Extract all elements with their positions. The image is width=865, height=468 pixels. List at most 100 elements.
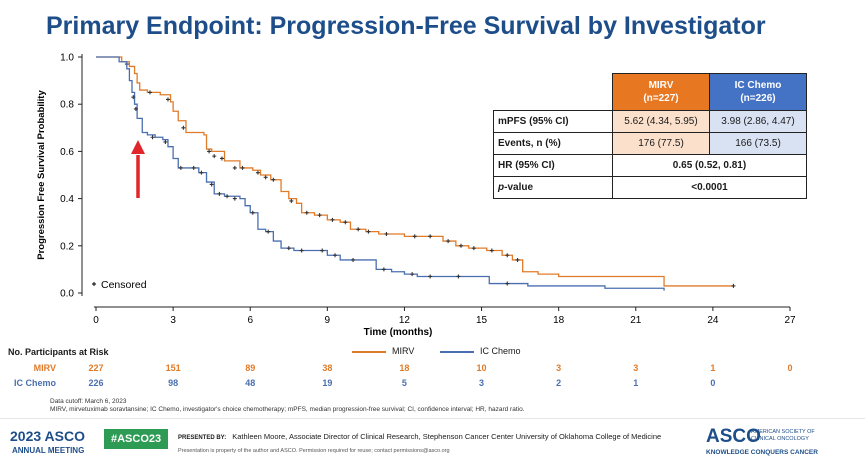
x-tick-label: 15: [476, 315, 488, 326]
cell-events-mirv: 176 (77.5): [612, 132, 710, 155]
censor-mark: [165, 97, 170, 102]
censor-mark: [299, 248, 304, 253]
censor-mark: [217, 191, 222, 196]
asco-logo: ASCO: [706, 426, 761, 447]
x-tick-label: 24: [707, 315, 719, 326]
asco-tagline: KNOWLEDGE CONQUERS CANCER: [706, 449, 818, 456]
x-tick-label: 0: [93, 315, 99, 326]
censor-mark: [412, 234, 417, 239]
risk-count: 18: [399, 363, 410, 373]
ic-chemo-curve: [96, 56, 665, 291]
risk-count: 1: [710, 363, 716, 373]
row-label-mpfs: mPFS (95% CI): [493, 110, 613, 133]
censor-mark: [286, 246, 291, 251]
risk-count: 19: [322, 378, 333, 388]
cell-events-ic: 166 (73.5): [709, 132, 807, 155]
x-axis-label: Time (months): [364, 327, 433, 338]
annual-meeting-label: ANNUAL MEETING: [12, 446, 85, 455]
legend-ic-swatch: [440, 350, 474, 353]
risk-count: 3: [479, 378, 485, 388]
slide-title: Primary Endpoint: Progression-Free Survi…: [46, 12, 766, 40]
censor-mark: [133, 106, 138, 111]
presenter-name: Kathleen Moore, Associate Director of Cl…: [232, 432, 662, 441]
risk-count: 227: [88, 363, 104, 373]
presented-by: PRESENTED BY: Kathleen Moore, Associate D…: [178, 432, 661, 441]
risk-count: 3: [633, 363, 639, 373]
censor-mark: [250, 210, 255, 215]
y-axis-label: Progression Free Survival Probability: [36, 90, 47, 260]
risk-label-ic-chemo: IC Chemo: [13, 378, 56, 388]
censor-mark: [381, 267, 386, 272]
censor-mark: [199, 170, 204, 175]
censor-mark: [489, 248, 494, 253]
x-tick-label: 12: [399, 315, 411, 326]
legend-ic-label: IC Chemo: [480, 346, 521, 356]
legend-mirv-swatch: [352, 350, 386, 353]
x-tick-label: 18: [553, 315, 565, 326]
risk-count: 0: [710, 378, 716, 388]
km-plot: 0.0 0.2 0.4 0.6 0.8 1.0 0 3 6 9 12 15 18 21 24 27 Time (…: [36, 53, 796, 339]
censor-mark: [446, 239, 451, 244]
x-tick-label: 3: [170, 315, 176, 326]
censor-mark: [266, 229, 271, 234]
censor-mark: [271, 177, 276, 182]
censor-mark: [428, 274, 433, 279]
red-arrow-head: [131, 140, 145, 154]
censor-mark: [356, 227, 361, 232]
censor-mark: [191, 165, 196, 170]
presented-by-label: PRESENTED BY:: [178, 435, 227, 441]
risk-count: 98: [168, 378, 179, 388]
x-tick-label: 27: [784, 315, 796, 326]
row-label-hr: HR (95% CI): [493, 154, 613, 177]
header-mirv: MIRV (n=227): [612, 73, 710, 111]
copyright-notice: Presentation is property of the author a…: [178, 448, 450, 454]
risk-count: 48: [245, 378, 256, 388]
cell-mpfs-mirv: 5.62 (4.34, 5.95): [612, 110, 710, 133]
header-ic-label: IC Chemo: [734, 80, 782, 91]
risk-count: 2: [556, 378, 562, 388]
censor-mark: [304, 210, 309, 215]
censor-mark: [219, 156, 224, 161]
censor-mark: [428, 234, 433, 239]
censor-mark: [351, 257, 356, 262]
risk-count: 10: [476, 363, 487, 373]
censor-mark: [147, 90, 152, 95]
pvalue-p: p: [498, 182, 505, 193]
censor-mark: [150, 135, 155, 140]
censor-mark: [320, 248, 325, 253]
pvalue-rest: -value: [504, 182, 534, 193]
legend-mirv-label: MIRV: [392, 346, 415, 356]
x-tick-label: 6: [247, 315, 253, 326]
row-label-events: Events, n (%): [493, 132, 613, 155]
legend-ic: IC Chemo: [440, 346, 521, 356]
x-tick-label: 21: [630, 315, 642, 326]
censor-mark: [263, 175, 268, 180]
censor-mark: [456, 274, 461, 279]
header-mirv-label: MIRV: [648, 80, 674, 91]
censor-mark: [255, 170, 260, 175]
censor-mark: [384, 232, 389, 236]
legend-mirv: MIRV: [352, 346, 414, 356]
censor-mark: [505, 253, 510, 258]
risk-count: 226: [88, 378, 104, 388]
mirv-curve: [96, 56, 734, 287]
footnote-abbrev: MIRV, mirvetuximab soravtansine; IC Chem…: [50, 406, 525, 413]
row-label-pvalue: p-value: [493, 176, 613, 199]
risk-count: 38: [322, 363, 333, 373]
censor-mark: [181, 125, 186, 130]
risk-count: 1: [633, 378, 639, 388]
censor-mark: [225, 194, 230, 199]
risk-label-mirv: MIRV: [33, 363, 56, 373]
censor-mark: [330, 217, 335, 222]
censor-mark: [207, 149, 212, 154]
censor-mark: [731, 283, 736, 288]
cell-pvalue: <0.0001: [612, 176, 807, 199]
censor-mark: [212, 154, 217, 159]
censor-mark: [209, 182, 214, 187]
asco-logo-subtitle: AMERICAN SOCIETY OF CLINICAL ONCOLOGY: [751, 429, 815, 442]
footnote-cutoff: Data cutoff: March 6, 2023: [50, 398, 127, 405]
censor-mark: [471, 246, 476, 251]
censor-mark: [333, 253, 338, 258]
y-tick-label: 0.8: [60, 100, 74, 111]
results-table: MIRV (n=227) IC Chemo (n=226) mPFS (95% …: [493, 73, 807, 199]
